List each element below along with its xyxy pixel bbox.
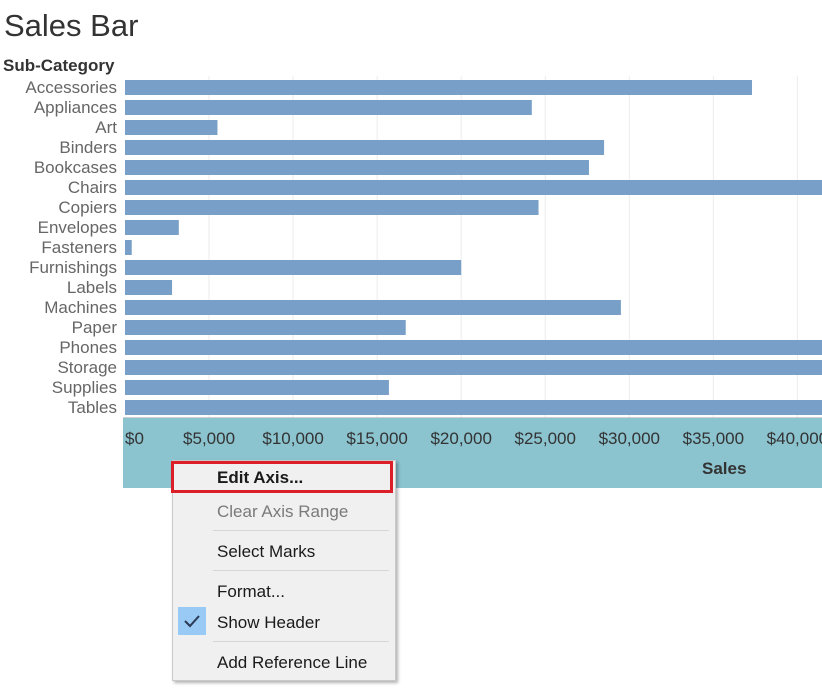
menu-item-select-marks[interactable]: Select Marks bbox=[217, 542, 316, 561]
bar-storage[interactable] bbox=[125, 360, 822, 375]
bar-fasteners[interactable] bbox=[125, 240, 132, 255]
menu-separator bbox=[213, 570, 389, 571]
category-label[interactable]: Supplies bbox=[52, 378, 117, 397]
menu-item-edit-axis[interactable]: Edit Axis... bbox=[217, 468, 304, 487]
bar-copiers[interactable] bbox=[125, 200, 539, 215]
bar-bookcases[interactable] bbox=[125, 160, 589, 175]
bar-labels[interactable] bbox=[125, 280, 173, 295]
menu-item-clear-axis-range: Clear Axis Range bbox=[217, 502, 349, 521]
category-label[interactable]: Copiers bbox=[58, 198, 117, 217]
category-label[interactable]: Tables bbox=[68, 398, 117, 417]
x-tick-label: $25,000 bbox=[515, 429, 576, 448]
edit-axis-highlight bbox=[171, 461, 393, 493]
category-label[interactable]: Chairs bbox=[68, 178, 117, 197]
category-label[interactable]: Storage bbox=[57, 358, 117, 377]
bar-machines[interactable] bbox=[125, 300, 621, 315]
x-tick-label: $0 bbox=[125, 429, 144, 448]
category-label[interactable]: Fasteners bbox=[41, 238, 117, 257]
category-label[interactable]: Binders bbox=[59, 138, 117, 157]
menu-separator bbox=[213, 530, 389, 531]
x-tick-label: $40,000 bbox=[767, 429, 822, 448]
x-tick-label: $20,000 bbox=[430, 429, 491, 448]
category-label[interactable]: Bookcases bbox=[34, 158, 117, 177]
bar-tables[interactable] bbox=[125, 400, 822, 415]
category-label[interactable]: Paper bbox=[72, 318, 118, 337]
bar-phones[interactable] bbox=[125, 340, 822, 355]
category-label[interactable]: Furnishings bbox=[29, 258, 117, 277]
category-label[interactable]: Machines bbox=[44, 298, 117, 317]
bar-paper[interactable] bbox=[125, 320, 406, 335]
category-label[interactable]: Phones bbox=[59, 338, 117, 357]
menu-item-add-reference-line[interactable]: Add Reference Line bbox=[217, 653, 368, 672]
sheet-title: Sales Bar bbox=[4, 8, 139, 43]
row-header-sub-category[interactable]: Sub-Category bbox=[3, 56, 115, 75]
bar-chairs[interactable] bbox=[125, 180, 822, 195]
category-label[interactable]: Labels bbox=[67, 278, 117, 297]
menu-separator bbox=[213, 641, 389, 642]
category-label[interactable]: Appliances bbox=[34, 98, 117, 117]
category-label[interactable]: Accessories bbox=[25, 78, 117, 97]
x-tick-label: $30,000 bbox=[599, 429, 660, 448]
bar-appliances[interactable] bbox=[125, 100, 532, 115]
category-label[interactable]: Art bbox=[95, 118, 117, 137]
menu-item-show-header[interactable]: Show Header bbox=[217, 613, 321, 632]
bar-chart: AccessoriesAppliancesArtBindersBookcases… bbox=[25, 76, 822, 448]
x-tick-label: $35,000 bbox=[683, 429, 744, 448]
x-tick-label: $10,000 bbox=[262, 429, 323, 448]
checkmark-icon bbox=[178, 607, 206, 635]
bar-accessories[interactable] bbox=[125, 80, 753, 95]
x-tick-label: $5,000 bbox=[183, 429, 235, 448]
bar-envelopes[interactable] bbox=[125, 220, 179, 235]
context-menu: Edit Axis... Clear Axis Range Select Mar… bbox=[171, 460, 396, 681]
category-label[interactable]: Envelopes bbox=[38, 218, 117, 237]
bar-supplies[interactable] bbox=[125, 380, 389, 395]
bar-furnishings[interactable] bbox=[125, 260, 462, 275]
menu-item-format[interactable]: Format... bbox=[217, 582, 286, 601]
axis-title-sales[interactable]: Sales bbox=[702, 459, 747, 478]
bar-binders[interactable] bbox=[125, 140, 605, 155]
bar-art[interactable] bbox=[125, 120, 218, 135]
x-tick-label: $15,000 bbox=[346, 429, 407, 448]
